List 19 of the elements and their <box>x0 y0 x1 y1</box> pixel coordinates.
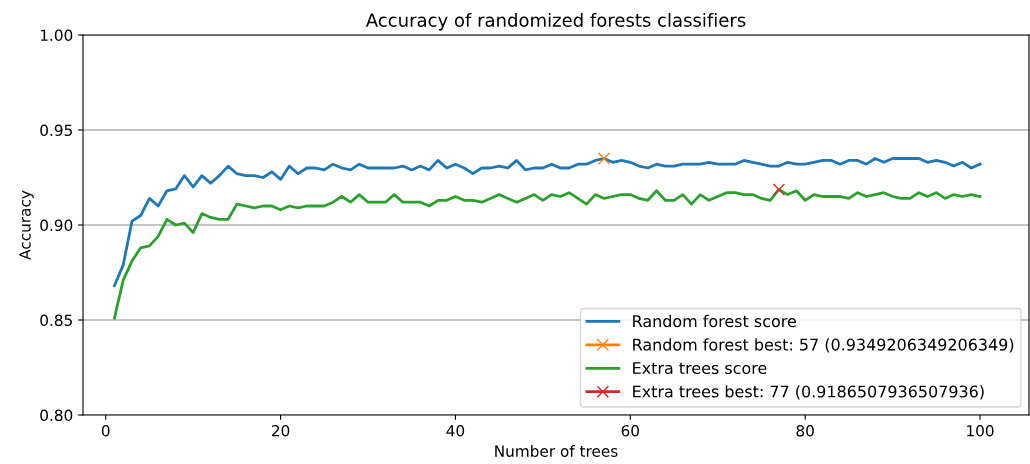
y-tick-label: 0.90 <box>40 219 73 232</box>
y-tick-label: 1.00 <box>40 29 73 42</box>
x-tick-label: 20 <box>271 424 290 437</box>
y-tick-label: 0.85 <box>40 314 72 327</box>
x-tick-label: 40 <box>446 424 465 437</box>
y-tick-label: 0.95 <box>40 124 72 137</box>
x-tick-label: 100 <box>967 424 994 437</box>
y-tick-label: 0.80 <box>40 409 73 422</box>
x-axis-title: Number of trees <box>495 445 618 457</box>
legend-label: Random forest best: 57 (0.9349206349206349) <box>633 338 1014 353</box>
legend-label: Random forest score <box>633 314 796 328</box>
x-tick-label: 0 <box>101 424 110 437</box>
y-axis-title: Accuracy <box>19 190 34 260</box>
x-tick-label: 60 <box>621 424 639 437</box>
legend-label: Extra trees score <box>633 362 767 375</box>
line-series <box>113 157 982 288</box>
chart-title: Accuracy of randomized forests classifiers <box>365 12 746 31</box>
legend-label: Extra trees best: 77 (0.9186507936507936) <box>633 385 984 400</box>
x-tick-label: 80 <box>796 424 814 437</box>
